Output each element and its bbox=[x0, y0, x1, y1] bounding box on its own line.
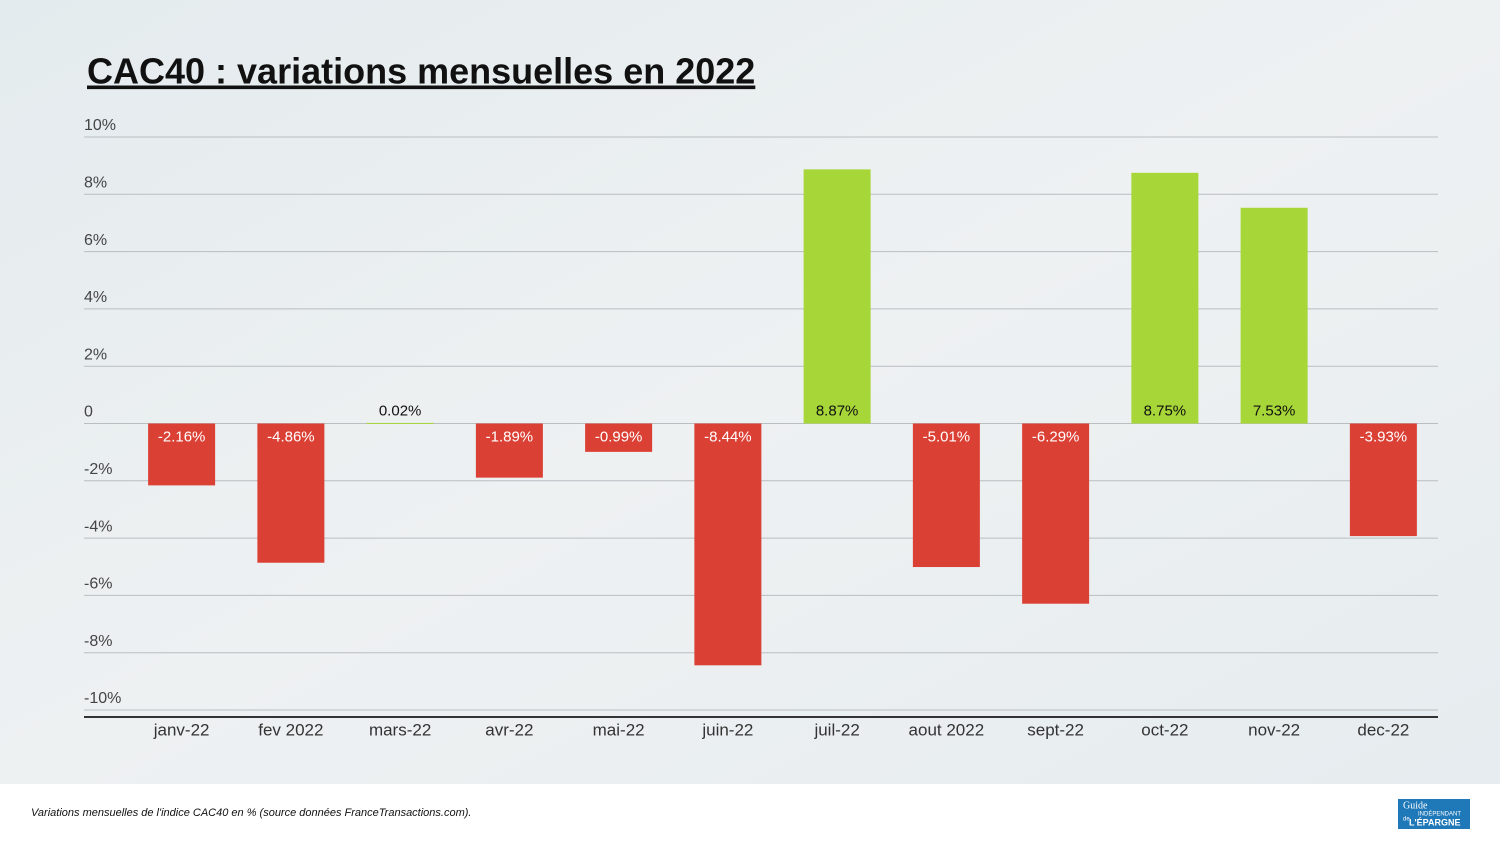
value-label: -0.99% bbox=[595, 428, 643, 445]
y-tick-label: 6% bbox=[84, 232, 107, 249]
x-tick-label: nov-22 bbox=[1248, 720, 1300, 739]
y-tick-label: 2% bbox=[84, 346, 107, 363]
chart-title: CAC40 : variations mensuelles en 2022 bbox=[87, 51, 755, 92]
x-tick-label: mai-22 bbox=[593, 720, 645, 739]
x-tick-label: janv-22 bbox=[153, 720, 210, 739]
value-label: 8.87% bbox=[816, 402, 859, 419]
bar bbox=[585, 423, 653, 452]
bar bbox=[694, 423, 762, 666]
y-tick-label: -4% bbox=[84, 518, 112, 535]
bar bbox=[475, 423, 543, 478]
y-tick-label: -6% bbox=[84, 576, 112, 593]
x-tick-label: dec-22 bbox=[1357, 720, 1409, 739]
value-label: -3.93% bbox=[1360, 428, 1408, 445]
value-label: -8.44% bbox=[704, 428, 752, 445]
y-tick-label: -2% bbox=[84, 461, 112, 478]
value-label: -5.01% bbox=[923, 428, 971, 445]
bar bbox=[366, 422, 434, 424]
x-tick-label: mars-22 bbox=[369, 720, 431, 739]
y-tick-label: -10% bbox=[84, 690, 121, 707]
logo-text: INDÉPENDANT bbox=[1418, 811, 1461, 818]
value-label: 7.53% bbox=[1253, 402, 1296, 419]
value-label: -1.89% bbox=[486, 428, 534, 445]
bar bbox=[1022, 423, 1090, 604]
value-label: -6.29% bbox=[1032, 428, 1080, 445]
value-label: 8.75% bbox=[1144, 402, 1187, 419]
footnote: Variations mensuelles de l'indice CAC40 … bbox=[31, 807, 471, 819]
x-tick-label: oct-22 bbox=[1141, 720, 1188, 739]
x-tick-label: juil-22 bbox=[813, 720, 859, 739]
bar bbox=[1240, 207, 1308, 424]
value-label: 0.02% bbox=[379, 402, 422, 419]
bar bbox=[912, 423, 980, 568]
bar bbox=[148, 423, 216, 486]
x-tick-label: fev 2022 bbox=[258, 720, 323, 739]
logo-text: de bbox=[1403, 817, 1410, 823]
y-tick-label: 0 bbox=[84, 404, 93, 421]
value-label: -2.16% bbox=[158, 428, 206, 445]
logo bbox=[1398, 799, 1470, 829]
logo-text: Guide bbox=[1403, 800, 1428, 811]
x-tick-label: aout 2022 bbox=[909, 720, 985, 739]
x-tick-label: sept-22 bbox=[1027, 720, 1084, 739]
y-tick-label: -8% bbox=[84, 633, 112, 650]
bar bbox=[1131, 172, 1199, 424]
bar bbox=[1349, 423, 1417, 537]
value-label: -4.86% bbox=[267, 428, 315, 445]
footer-band bbox=[0, 784, 1500, 844]
y-tick-label: 10% bbox=[84, 117, 116, 134]
bar bbox=[257, 423, 325, 563]
bar bbox=[803, 169, 871, 424]
x-tick-label: juin-22 bbox=[701, 720, 753, 739]
y-tick-label: 4% bbox=[84, 289, 107, 306]
logo-text: L'ÉPARGNE bbox=[1409, 817, 1460, 827]
y-tick-label: 8% bbox=[84, 175, 107, 192]
x-tick-label: avr-22 bbox=[485, 720, 533, 739]
